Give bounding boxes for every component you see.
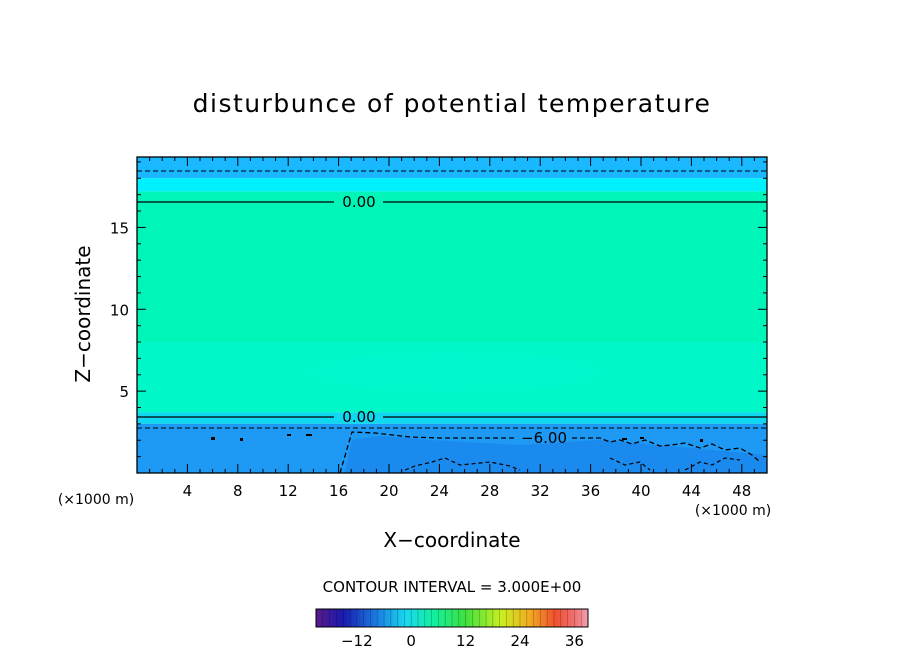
- contour-minus-six: [339, 431, 761, 473]
- plot-area: 0.00 0.00 −6.00 4 8 12 16 20 24 28 32 36 40 44 48 5…: [110, 156, 768, 500]
- y-axis-ticks: 5 10 15: [110, 161, 767, 458]
- x-tick-label: 48: [732, 482, 751, 500]
- colorbar-ticks: −12 0 12 24 36: [341, 632, 584, 650]
- x-axis-unit: (×1000 m): [695, 503, 771, 519]
- chart-title: disturbunce of potential temperature: [193, 89, 712, 118]
- colorbar-stripes: [322, 609, 582, 627]
- x-tick-label: 36: [581, 482, 600, 500]
- small-contour-features: [211, 434, 703, 442]
- x-tick-label: 20: [379, 482, 398, 500]
- field-band-0: [137, 157, 767, 179]
- x-tick-label: 40: [631, 482, 650, 500]
- contour-fragment: [287, 434, 291, 436]
- contour-label-upper-zero: 0.00: [342, 193, 375, 211]
- field-band-2: [137, 191, 767, 343]
- contour-fragment: [640, 437, 644, 439]
- x-tick-label: 24: [430, 482, 449, 500]
- warm-anomaly: [305, 352, 605, 392]
- field-band-1: [137, 178, 767, 192]
- x-axis-label: X−coordinate: [383, 528, 520, 552]
- contour-fragment: [211, 437, 215, 440]
- x-tick-label: 4: [183, 482, 193, 500]
- y-tick-label: 10: [110, 301, 129, 319]
- x-tick-label: 8: [233, 482, 243, 500]
- colorbar-tick-label: −12: [341, 632, 373, 650]
- colorbar-tick-label: 12: [456, 632, 475, 650]
- contour-label-lower-zero: 0.00: [342, 408, 375, 426]
- x-tick-label: 44: [682, 482, 701, 500]
- contour-fragment: [306, 434, 312, 436]
- x-tick-label: 28: [480, 482, 499, 500]
- colorbar-tick-label: 0: [406, 632, 416, 650]
- x-axis-ticks: 4 8 12 16 20 24 28 32 36 40 44 48: [149, 157, 755, 500]
- field-band-4: [137, 412, 767, 424]
- low-level-dark-blue: [345, 436, 767, 473]
- x-tick-label: 32: [531, 482, 550, 500]
- contour-interval-label: CONTOUR INTERVAL = 3.000E+00: [323, 578, 582, 596]
- anomaly-patches: [305, 352, 767, 473]
- colorbar: −12 0 12 24 36: [315, 608, 589, 650]
- colorbar-tick-label: 36: [565, 632, 584, 650]
- y-tick-label: 15: [110, 219, 129, 237]
- y-axis-label: Z−coordinate: [71, 245, 95, 382]
- contour-lines: [137, 170, 767, 473]
- contour-fragment: [622, 438, 627, 440]
- contour-label-minus-six: −6.00: [521, 429, 567, 447]
- colorbar-scale: [315, 608, 589, 628]
- x-tick-label: 16: [329, 482, 348, 500]
- contour-minus-nine: [404, 457, 741, 471]
- x-tick-label: 12: [279, 482, 298, 500]
- y-axis-unit: (×1000 m): [58, 492, 134, 508]
- contour-fragment: [240, 438, 243, 441]
- y-tick-label: 5: [119, 383, 129, 401]
- colorbar-tick-label: 24: [510, 632, 529, 650]
- contour-fragment: [700, 439, 703, 442]
